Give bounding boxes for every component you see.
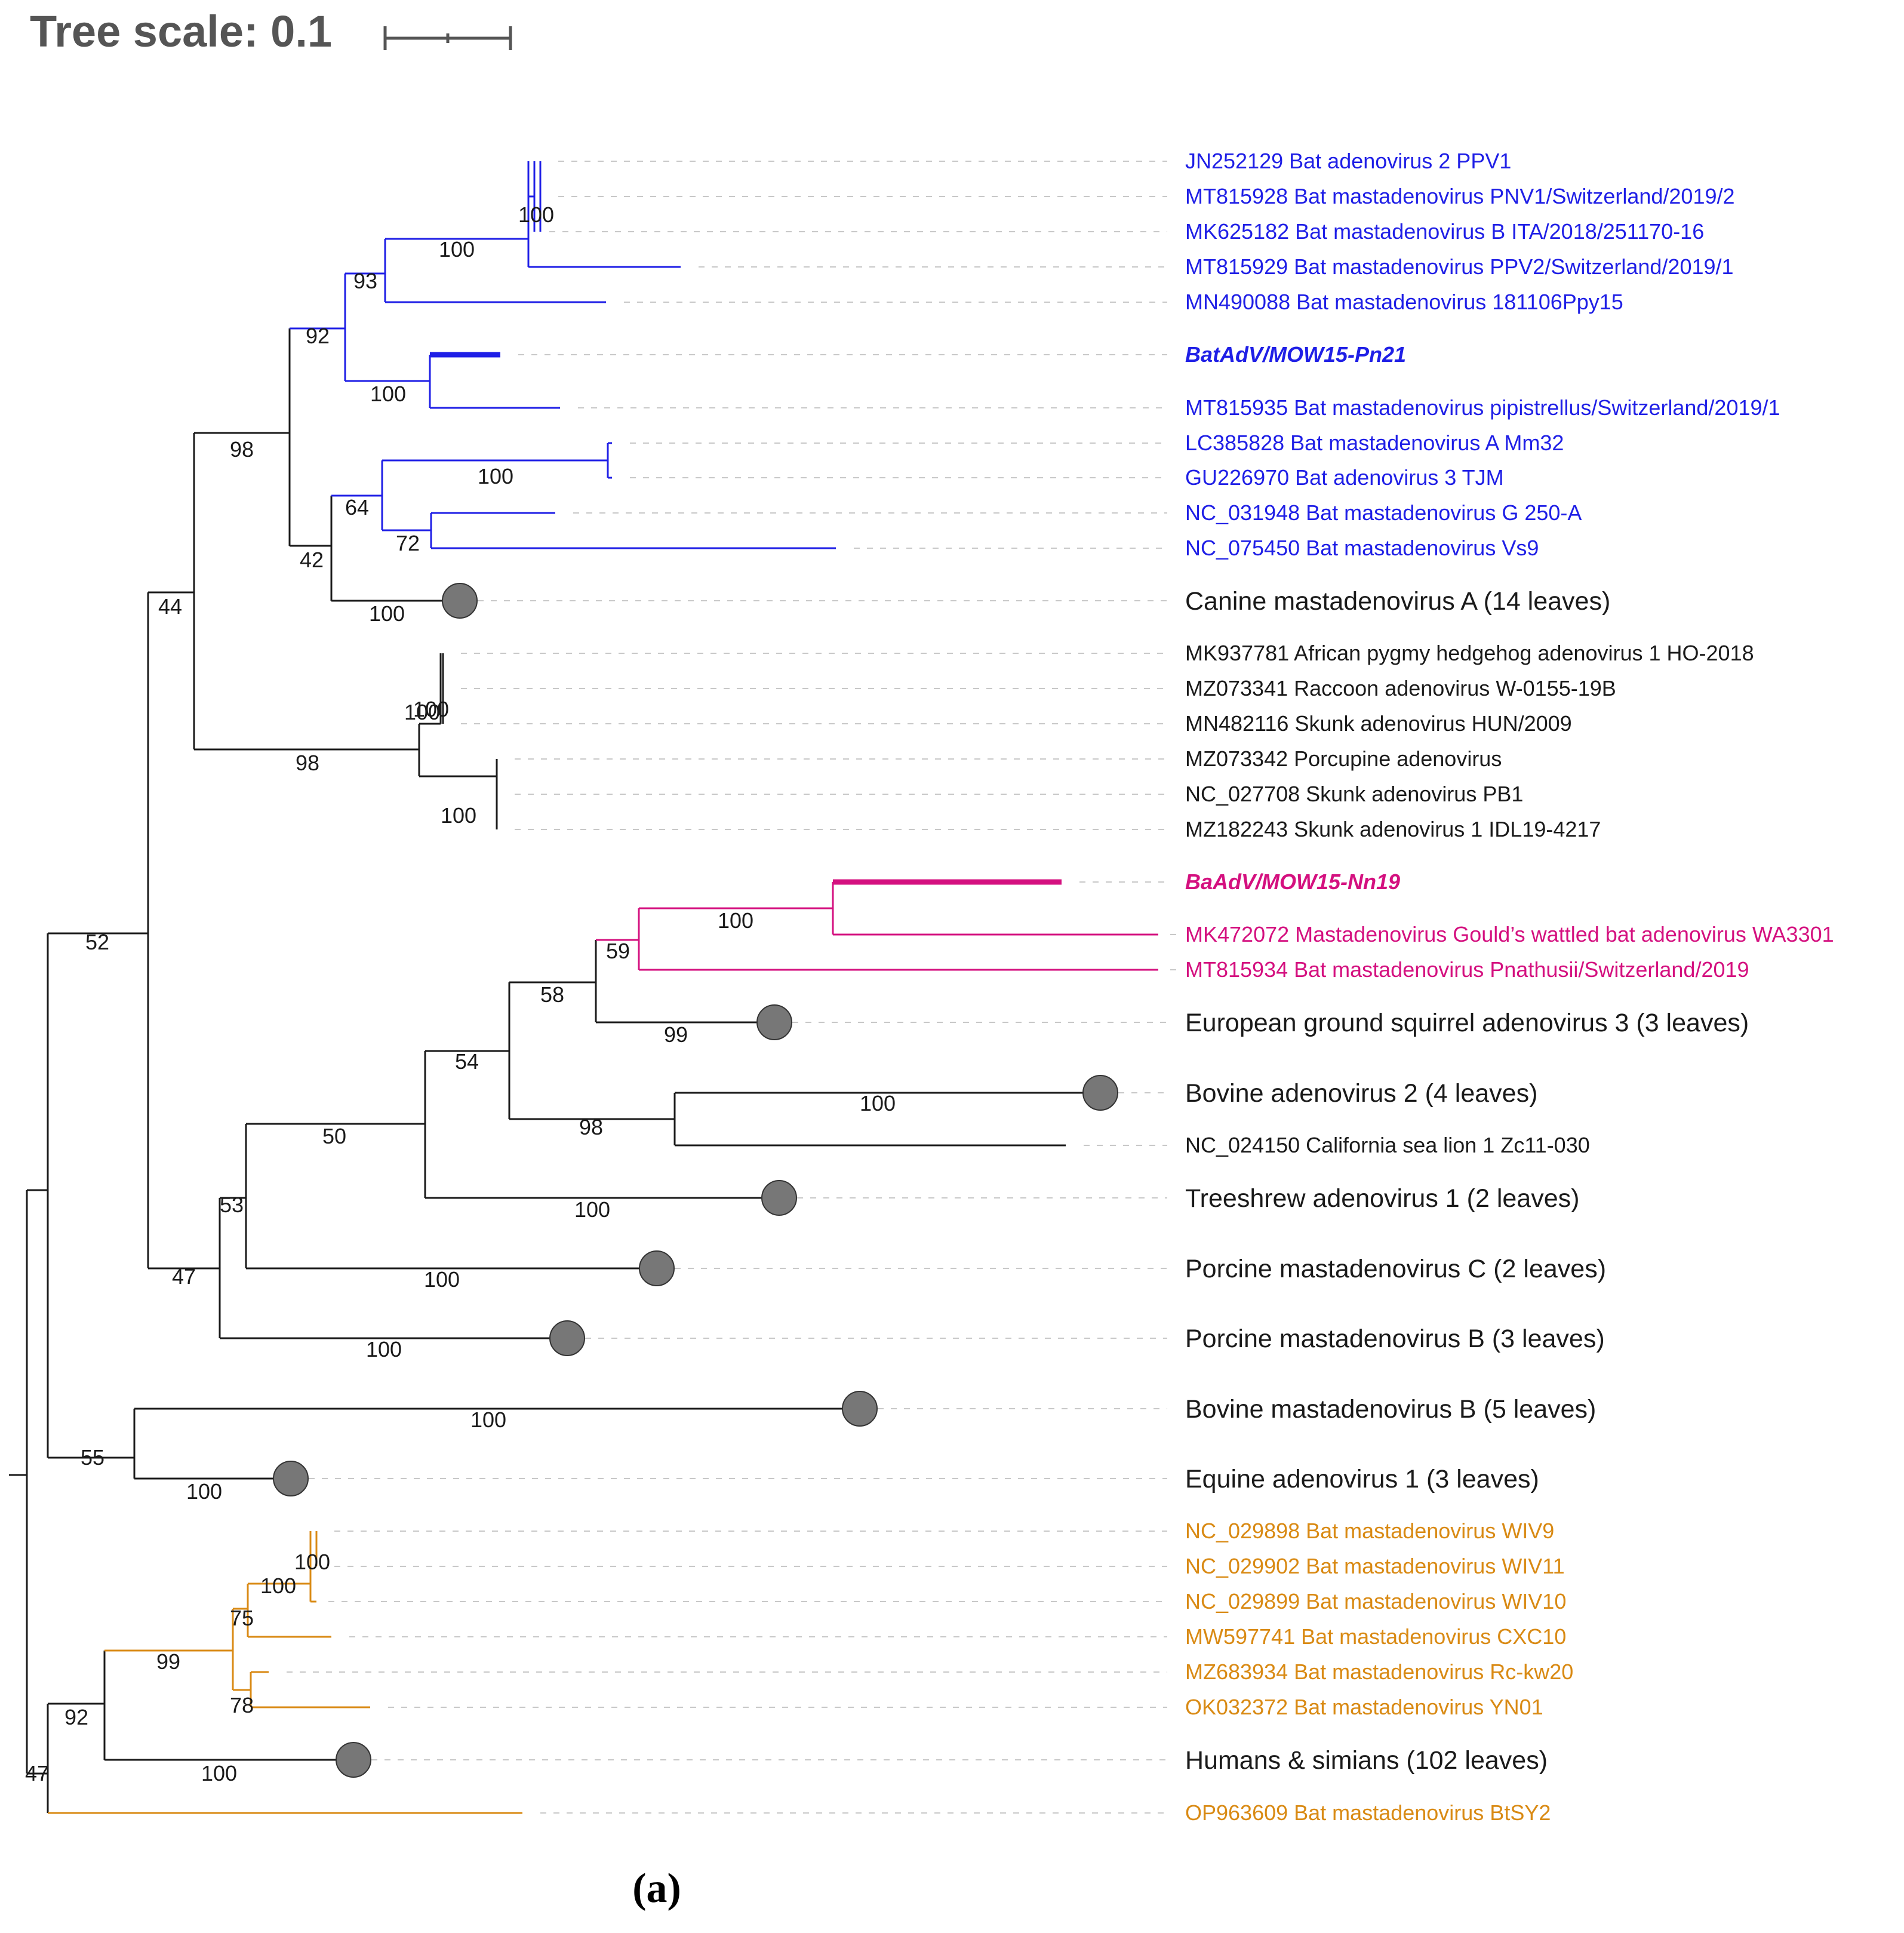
bootstrap-value: 100 <box>718 908 753 933</box>
leaf-label: MN490088 Bat mastadenovirus 181106Ppy15 <box>1185 290 1623 314</box>
tree-scale-label: Tree scale: 0.1 <box>30 7 332 56</box>
leaf-guide-lines <box>287 161 1176 1814</box>
collapsed-clade-node <box>273 1461 309 1496</box>
collapsed-clade-node <box>639 1250 675 1286</box>
bootstrap-value: 99 <box>664 1022 688 1047</box>
collapsed-clade-node <box>761 1180 797 1216</box>
collapsed-clade-node <box>842 1391 878 1427</box>
bootstrap-value: 98 <box>296 751 319 775</box>
collapsed-clade-node <box>442 583 478 619</box>
collapsed-clade-label: Porcine mastadenovirus B (3 leaves) <box>1185 1324 1605 1353</box>
leaf-label: BatAdV/MOW15-Pn21 <box>1185 342 1406 367</box>
leaf-label: MK472072 Mastadenovirus Gould’s wattled … <box>1185 922 1834 946</box>
leaf-label: OP963609 Bat mastadenovirus BtSY2 <box>1185 1800 1551 1825</box>
leaf-label: OK032372 Bat mastadenovirus YN01 <box>1185 1695 1543 1719</box>
bootstrap-value: 53 <box>220 1193 244 1217</box>
leaf-label: MK625182 Bat mastadenovirus B ITA/2018/2… <box>1185 219 1704 244</box>
bootstrap-value: 100 <box>574 1197 610 1222</box>
collapsed-clade-node <box>1082 1075 1118 1111</box>
collapsed-clade-label: Equine adenovirus 1 (3 leaves) <box>1185 1465 1539 1493</box>
bootstrap-value: 100 <box>441 803 476 828</box>
bootstrap-value: 47 <box>25 1761 49 1786</box>
leaf-label: MZ073342 Porcupine adenovirus <box>1185 746 1502 771</box>
leaf-label: JN252129 Bat adenovirus 2 PPV1 <box>1185 149 1511 173</box>
figure-caption: (a) <box>632 1866 681 1912</box>
bootstrap-value: 42 <box>300 548 324 572</box>
bootstrap-value: 100 <box>404 700 440 724</box>
bootstrap-value: 100 <box>294 1550 330 1574</box>
leaf-label: MT815934 Bat mastadenovirus Pnathusii/Sw… <box>1185 957 1749 982</box>
leaf-label: MT815935 Bat mastadenovirus pipistrellus… <box>1185 395 1780 420</box>
leaf-label: NC_029902 Bat mastadenovirus WIV11 <box>1185 1554 1565 1578</box>
leaf-label: NC_029898 Bat mastadenovirus WIV9 <box>1185 1519 1554 1543</box>
leaf-label: BaAdV/MOW15-Nn19 <box>1185 869 1400 894</box>
leaf-label: MZ073341 Raccoon adenovirus W-0155-19B <box>1185 676 1616 700</box>
leaf-labels: JN252129 Bat adenovirus 2 PPV1 MT815928 B… <box>1185 149 1834 1825</box>
bootstrap-value: 78 <box>230 1693 254 1717</box>
bootstrap-value: 100 <box>201 1761 237 1786</box>
leaf-label: NC_031948 Bat mastadenovirus G 250-A <box>1185 500 1582 525</box>
bootstrap-value: 100 <box>424 1267 460 1292</box>
bootstrap-value: 58 <box>540 982 564 1007</box>
bootstrap-value: 54 <box>455 1049 479 1074</box>
leaf-label: MZ182243 Skunk adenovirus 1 IDL19-4217 <box>1185 817 1601 841</box>
leaf-label: MT815929 Bat mastadenovirus PPV2/Switzer… <box>1185 254 1734 279</box>
collapsed-clade-label: European ground squirrel adenovirus 3 (3… <box>1185 1009 1749 1037</box>
bootstrap-value: 100 <box>478 464 513 488</box>
leaf-label: NC_075450 Bat mastadenovirus Vs9 <box>1185 536 1539 560</box>
collapsed-clade-label: Treeshrew adenovirus 1 (2 leaves) <box>1185 1184 1579 1213</box>
collapsed-clade-label: Humans & simians (102 leaves) <box>1185 1746 1548 1775</box>
leaf-label: MW597741 Bat mastadenovirus CXC10 <box>1185 1624 1566 1649</box>
bootstrap-value: 100 <box>370 382 406 406</box>
tree-scale-bar <box>383 26 512 50</box>
bootstrap-value: 98 <box>579 1115 603 1139</box>
leaf-label: MK937781 African pygmy hedgehog adenovir… <box>1185 641 1754 665</box>
bootstrap-value: 93 <box>353 269 377 293</box>
bootstrap-value: 100 <box>413 697 449 721</box>
bootstrap-value: 92 <box>306 324 330 348</box>
collapsed-clade-label: Bovine mastadenovirus B (5 leaves) <box>1185 1395 1596 1424</box>
bootstrap-value: 100 <box>470 1408 506 1432</box>
collapsed-clade-label: Porcine mastadenovirus C (2 leaves) <box>1185 1255 1606 1283</box>
bootstrap-labels: 1001009392100981001006472421004410098100… <box>25 202 896 1786</box>
leaf-label: NC_027708 Skunk adenovirus PB1 <box>1185 782 1523 806</box>
bootstrap-value: 100 <box>518 202 554 227</box>
bootstrap-value: 44 <box>158 594 182 619</box>
leaf-label: MZ683934 Bat mastadenovirus Rc-kw20 <box>1185 1660 1573 1684</box>
collapsed-clade-label: Bovine adenovirus 2 (4 leaves) <box>1185 1079 1537 1108</box>
collapsed-clade-label: Canine mastadenovirus A (14 leaves) <box>1185 587 1610 616</box>
bootstrap-value: 100 <box>439 237 475 262</box>
leaf-label: NC_029899 Bat mastadenovirus WIV10 <box>1185 1589 1566 1614</box>
bootstrap-value: 59 <box>606 939 630 963</box>
tree-branches <box>9 161 1158 1814</box>
bootstrap-value: 99 <box>156 1649 180 1674</box>
bootstrap-value: 98 <box>230 437 254 462</box>
collapsed-clade-node <box>336 1742 371 1778</box>
leaf-label: GU226970 Bat adenovirus 3 TJM <box>1185 465 1504 490</box>
bootstrap-value: 75 <box>230 1606 254 1630</box>
leaf-label: MN482116 Skunk adenovirus HUN/2009 <box>1185 711 1572 736</box>
leaf-label: LC385828 Bat mastadenovirus A Mm32 <box>1185 431 1564 455</box>
bootstrap-value: 55 <box>81 1445 104 1470</box>
leaf-label: MT815928 Bat mastadenovirus PNV1/Switzer… <box>1185 184 1735 208</box>
bootstrap-value: 100 <box>369 601 405 626</box>
leaf-label: NC_024150 California sea lion 1 Zc11-030 <box>1185 1133 1590 1157</box>
bootstrap-value: 72 <box>396 531 420 555</box>
collapsed-clade-node <box>756 1004 792 1040</box>
collapsed-clade-node <box>549 1320 585 1356</box>
bootstrap-value: 50 <box>322 1124 346 1148</box>
bootstrap-value: 52 <box>85 930 109 954</box>
bootstrap-value: 92 <box>64 1705 88 1729</box>
bootstrap-value: 47 <box>172 1264 196 1289</box>
bootstrap-value: 100 <box>186 1479 222 1504</box>
bootstrap-value: 100 <box>860 1091 896 1115</box>
collapsed-clade-nodes <box>273 583 1118 1778</box>
bootstrap-value: 64 <box>345 495 369 520</box>
bootstrap-value: 100 <box>366 1337 402 1362</box>
bootstrap-value: 100 <box>260 1574 296 1598</box>
